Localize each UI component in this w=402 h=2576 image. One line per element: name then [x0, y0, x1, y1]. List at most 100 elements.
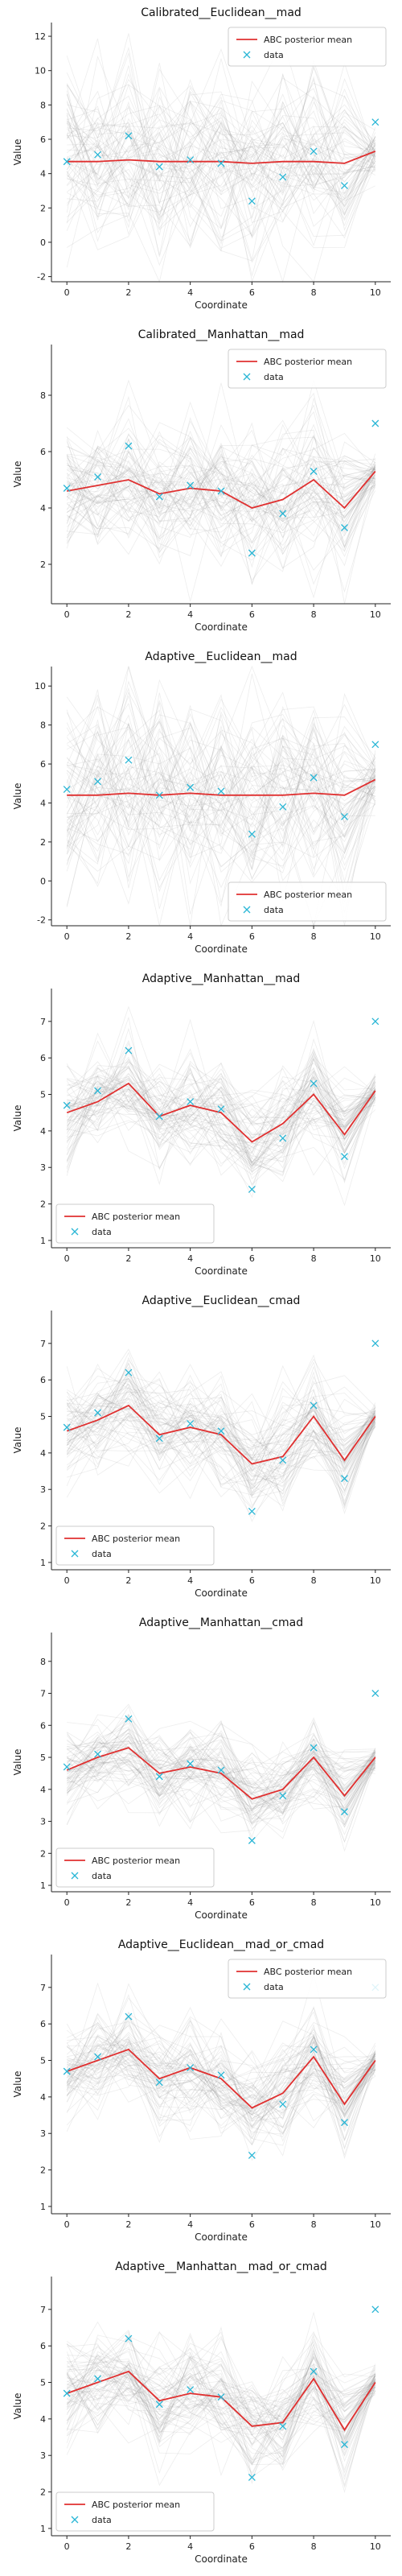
posterior-sample-line [66, 101, 375, 204]
posterior-sample-line [66, 58, 376, 231]
posterior-sample-line [66, 379, 375, 518]
y-tick-label: 7 [40, 1017, 46, 1027]
posterior-sample-line [66, 1067, 376, 1191]
posterior-sample-line [67, 1723, 375, 1808]
legend-label-mean: ABC posterior mean [264, 35, 352, 45]
series-line-posterior-mean [66, 1082, 376, 1143]
posterior-sample-line [66, 442, 376, 555]
posterior-sample-line [67, 1736, 375, 1794]
posterior-sample-line [67, 419, 375, 498]
legend: ABC posterior mean data [228, 881, 387, 922]
posterior-sample-line [66, 66, 375, 187]
posterior-trajectories [66, 33, 376, 283]
posterior-sample-line [66, 1088, 376, 1186]
data-point-marker [371, 419, 379, 427]
legend-swatch-data [243, 51, 251, 59]
posterior-sample-line [66, 2352, 376, 2432]
data-point-marker [94, 151, 102, 159]
posterior-sample-line [66, 455, 376, 585]
data-point-marker [279, 803, 287, 811]
chart-panel-0: Calibrated__Euclidean__mad -2 0 2 4 6 8 10 12 0 2 4… [12, 6, 391, 311]
posterior-sample-line [66, 2026, 376, 2159]
data-point-marker [187, 2064, 195, 2072]
posterior-sample-line [66, 665, 376, 883]
data-point-marker [248, 830, 256, 838]
posterior-sample-line [66, 1371, 375, 1490]
posterior-sample-line [66, 2005, 376, 2116]
legend-swatch-data [243, 373, 251, 381]
posterior-sample-line [66, 756, 376, 872]
series-line-posterior-mean [66, 1747, 376, 1800]
posterior-sample-line [66, 2042, 376, 2140]
posterior-sample-line [66, 673, 375, 889]
y-tick-label: 2 [40, 2165, 46, 2176]
posterior-sample-line [66, 1735, 376, 1814]
data-point-marker [217, 1427, 225, 1435]
posterior-sample-line [67, 2363, 375, 2433]
posterior-sample-line [66, 1085, 376, 1167]
posterior-sample-line [66, 1061, 376, 1166]
data-point-marker [279, 510, 287, 518]
posterior-sample-line [66, 1356, 376, 1515]
x-tick-label: 6 [249, 1253, 255, 1264]
posterior-sample-line [66, 2017, 376, 2123]
posterior-sample-line [66, 2347, 376, 2440]
legend-swatch-data [71, 1228, 79, 1236]
posterior-sample-line [66, 427, 375, 561]
posterior-sample-line [66, 706, 376, 811]
posterior-sample-line [66, 74, 376, 227]
posterior-sample-line [66, 1377, 375, 1467]
data-point-marker [310, 2368, 318, 2376]
posterior-sample-line [66, 429, 376, 533]
data-point-marker [94, 1750, 102, 1758]
posterior-sample-line [66, 2050, 376, 2146]
posterior-sample-line [66, 718, 376, 913]
posterior-sample-line [66, 38, 376, 252]
posterior-sample-line [67, 1382, 376, 1472]
legend: ABC posterior mean data [55, 1847, 215, 1888]
posterior-sample-line [66, 2343, 376, 2481]
posterior-sample-line [66, 1060, 376, 1186]
chart-panel-6: Adaptive__Euclidean__mad_or_cmad 1 2 3 4 5 6 7 0… [12, 1938, 391, 2243]
x-tick-label: 0 [64, 609, 70, 620]
posterior-sample-line [67, 130, 376, 213]
data-point-marker [155, 163, 163, 171]
posterior-sample-line [66, 115, 376, 207]
posterior-sample-line [67, 1016, 376, 1170]
x-tick-label: 4 [187, 1253, 193, 1264]
data-point-marker [371, 118, 379, 126]
y-tick-label: 3 [40, 1817, 46, 1827]
legend-label-mean: ABC posterior mean [264, 1967, 352, 1977]
posterior-sample-line [66, 760, 375, 867]
posterior-sample-line [66, 742, 376, 851]
posterior-sample-line [66, 1056, 375, 1173]
y-tick-label: 4 [40, 798, 46, 808]
data-point-marker [279, 2100, 287, 2108]
data-point-marker [248, 2151, 256, 2159]
posterior-sample-line [67, 1374, 376, 1466]
posterior-sample-line [66, 1392, 376, 1510]
y-tick-label: 6 [40, 134, 46, 145]
posterior-sample-line [66, 2023, 376, 2103]
posterior-sample-line [66, 1391, 376, 1507]
x-axis-label: Coordinate [195, 2231, 248, 2243]
posterior-sample-line [67, 131, 375, 242]
posterior-sample-line [66, 1731, 375, 1843]
data-point-marker [187, 156, 195, 164]
posterior-sample-line [66, 2343, 376, 2466]
x-tick-label: 10 [370, 609, 381, 620]
x-tick-label: 10 [370, 1897, 381, 1908]
posterior-sample-line [66, 113, 376, 242]
posterior-sample-line [66, 1076, 376, 1175]
posterior-sample-line [66, 84, 376, 183]
data-point-marker [125, 2334, 133, 2343]
posterior-sample-line [66, 429, 376, 605]
posterior-sample-line [66, 2021, 376, 2106]
legend-label-mean: ABC posterior mean [264, 357, 352, 367]
y-tick-label: 4 [40, 1448, 46, 1459]
posterior-sample-line [66, 447, 376, 550]
posterior-sample-line [66, 709, 376, 873]
posterior-sample-line [67, 444, 376, 538]
posterior-sample-line [67, 1728, 376, 1798]
posterior-sample-line [66, 2017, 376, 2128]
